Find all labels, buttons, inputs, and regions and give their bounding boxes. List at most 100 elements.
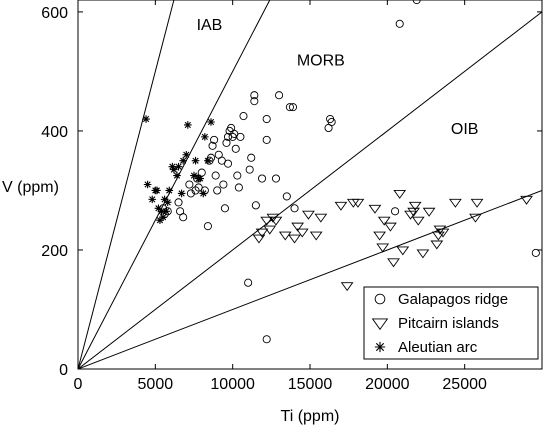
galapagos-ridge-point (262, 335, 271, 344)
galapagos-ridge-point (191, 186, 200, 195)
pitcairn-islands-point (408, 201, 422, 211)
x-tick-label: 5000 (138, 376, 174, 393)
galapagos-ridge-point (250, 97, 259, 106)
galapagos-ridge-point (186, 189, 195, 198)
galapagos-ridge-point (213, 186, 222, 195)
pitcairn-islands-point (393, 189, 407, 199)
pitcairn-islands-point (520, 195, 533, 205)
galapagos-ridge-point (200, 186, 209, 195)
aleutian-arc-point (174, 162, 183, 171)
pitcairn-islands-point (334, 201, 348, 211)
galapagos-ridge-point (245, 165, 254, 174)
region-label-oib: OIB (451, 121, 479, 138)
x-tick-label: 25000 (442, 376, 487, 393)
reference-line-1 (78, 0, 271, 369)
region-label-morb: MORB (297, 52, 345, 69)
aleutian-arc-point (184, 121, 192, 129)
pitcairn-islands-point (351, 198, 365, 208)
galapagos-ridge-point (395, 19, 404, 28)
legend-label-galapagos-ridge: Galapagos ridge (398, 291, 508, 308)
galapagos-ridge-point (219, 180, 228, 189)
galapagos-ridge-point (258, 174, 267, 183)
galapagos-ridge-point (239, 112, 248, 121)
galapagos-ridge-point (208, 141, 217, 150)
galapagos-ridge-point (234, 183, 243, 192)
galapagos-ridge-point (247, 153, 256, 162)
aleutian-arc-point (157, 207, 166, 216)
pitcairn-islands-point (295, 228, 309, 238)
x-tick-label: 10000 (210, 376, 255, 393)
galapagos-ridge-point (391, 207, 400, 216)
aleutian-arc-point (207, 118, 215, 126)
legend-box (363, 286, 539, 360)
aleutian-arc-point (168, 162, 177, 171)
pitcairn-islands-point (416, 249, 430, 259)
aleutian-arc-point (154, 204, 163, 213)
legend: Galapagos ridge Pitcairn islands Aleutian … (363, 286, 539, 360)
aleutian-arc-point (177, 189, 186, 198)
pitcairn-islands-point (260, 216, 274, 226)
y-tick-label: 0 (59, 362, 68, 379)
x-tick-label: 15000 (288, 376, 333, 393)
aleutian-arc-point (163, 198, 172, 207)
reference-line-3 (78, 189, 542, 369)
legend-marker-galapagos-ridge (374, 293, 386, 305)
reference-line-2 (78, 11, 542, 369)
pitcairn-islands-point (377, 216, 391, 226)
aleutian-arc-point (204, 156, 212, 165)
pitcairn-islands-point (255, 228, 269, 238)
pitcairn-islands-point (449, 198, 462, 208)
galapagos-ridge-point (210, 135, 219, 144)
galapagos-ridge-point (223, 159, 233, 168)
aleutian-arc-point (199, 189, 208, 198)
galapagos-ridge-point (244, 278, 253, 287)
aleutian-arc-point (142, 115, 150, 123)
galapagos-ridge-point (220, 204, 229, 213)
reference-line-0 (78, 0, 175, 369)
pitcairn-islands-point (278, 231, 292, 241)
region-label-iab: IAB (197, 17, 223, 34)
galapagos-ridge-point (282, 192, 291, 201)
aleutian-arc-point (196, 174, 204, 183)
galapagos-ridge-point (290, 204, 299, 213)
pitcairn-islands-point (263, 225, 277, 235)
aleutian-arc-point (165, 186, 174, 195)
galapagos-ridge-point (231, 144, 240, 153)
y-tick-label: 200 (41, 243, 68, 260)
pitcairn-islands-point (314, 213, 328, 223)
legend-label-pitcairn-islands: Pitcairn islands (398, 315, 499, 332)
galapagos-ridge-point (179, 213, 188, 222)
pitcairn-islands-point (252, 234, 266, 244)
galapagos-ridge-point (262, 135, 271, 144)
pitcairn-islands-point (387, 258, 400, 268)
reference-lines (78, 0, 542, 369)
x-tick-label: 20000 (365, 376, 410, 393)
pitcairn-islands-point (309, 231, 323, 241)
pitcairn-islands-point (291, 222, 305, 232)
pitcairn-islands-point (368, 204, 382, 214)
aleutian-arc-point (162, 207, 170, 216)
aleutian-arc-point (201, 133, 209, 141)
pitcairn-islands-point (373, 231, 386, 241)
pitcairn-islands-point (376, 243, 390, 253)
pitcairn-islands-point (340, 282, 354, 292)
legend-marker-aleutian-arc (374, 341, 386, 353)
pitcairn-islands-point (436, 228, 450, 238)
region-labels: IAB MORB OIB (197, 17, 479, 138)
data-points (142, 0, 540, 344)
galapagos-ridge-point (285, 103, 294, 112)
galapagos-ridge-point (185, 180, 194, 189)
pitcairn-islands-point (430, 240, 444, 250)
aleutian-arc-point (179, 156, 187, 165)
y-tick-label: 600 (41, 5, 68, 22)
galapagos-ridge-point (275, 91, 284, 100)
galapagos-ridge-point (236, 132, 245, 141)
aleutian-arc-point (190, 171, 198, 180)
y-axis-label: V (ppm) (2, 179, 59, 196)
aleutian-arc-point (153, 186, 161, 195)
aleutian-arc-point (148, 195, 157, 204)
aleutian-arc-point (173, 171, 181, 180)
aleutian-arc-point (159, 213, 167, 222)
galapagos-ridge-point (211, 171, 220, 180)
pitcairn-islands-point (269, 216, 283, 226)
